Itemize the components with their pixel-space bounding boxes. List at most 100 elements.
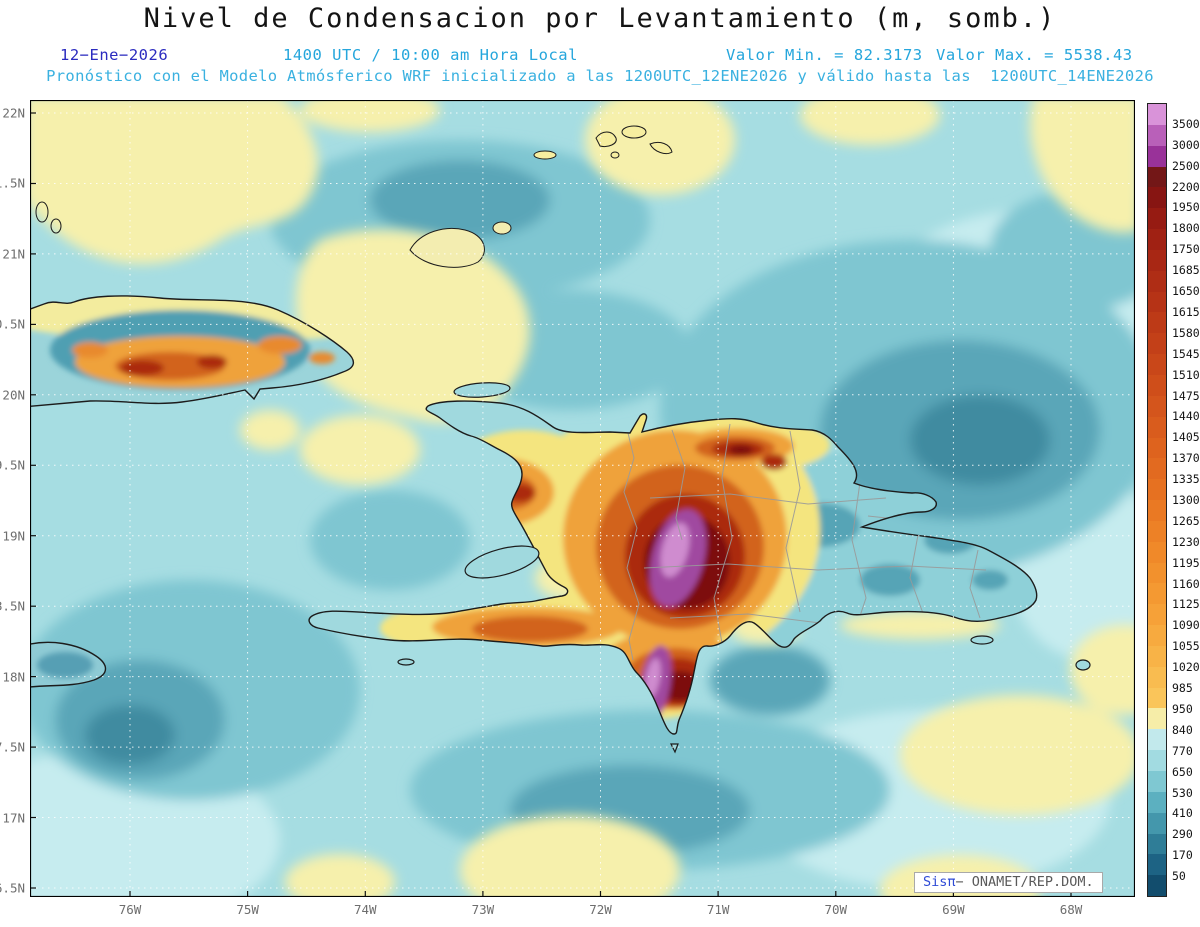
colorbar-segment — [1148, 229, 1166, 250]
colorbar-tick-label: 1090 — [1172, 618, 1200, 633]
colorbar-tick-label: 1615 — [1172, 304, 1200, 319]
colorbar-tick-label: 3000 — [1172, 137, 1200, 152]
lon-tick-label: 74W — [353, 902, 377, 917]
colorbar-tick-label: 290 — [1172, 827, 1193, 842]
colorbar-segment — [1148, 458, 1166, 480]
colorbar-tick-label: 1475 — [1172, 388, 1200, 403]
lon-tick-label: 73W — [471, 902, 495, 917]
colorbar-segment — [1148, 520, 1166, 542]
lon-tick-label: 75W — [236, 902, 259, 917]
colorbar-segment — [1148, 187, 1166, 209]
lat-tick-label: 6.5N — [0, 880, 25, 896]
gonave-island — [464, 545, 540, 579]
jamaica-coastline — [30, 641, 107, 688]
lon-tick-label: 76W — [118, 902, 142, 917]
colorbar-segment — [1148, 625, 1166, 646]
colorbar-tick-label: 3500 — [1172, 116, 1200, 131]
colorbar-segment — [1148, 437, 1166, 459]
colorbar-tick-label: 2200 — [1172, 179, 1200, 194]
colorbar-segment — [1148, 312, 1166, 334]
lon-tick-label: 71W — [706, 902, 730, 917]
colorbar-segment — [1148, 416, 1166, 438]
value-min-label: Valor Min. = 82.3173 — [726, 46, 923, 64]
colorbar-segment — [1148, 583, 1166, 605]
forecast-description: Pronóstico con el Modelo Atmósferico WRF… — [46, 67, 1154, 85]
colorbar-segment — [1148, 771, 1166, 792]
watermark-badge: Sisπ− ONAMET/REP.DOM. — [914, 872, 1103, 893]
colorbar-tick-label: 2500 — [1172, 158, 1200, 173]
colorbar-segment — [1148, 750, 1166, 771]
colorbar-tick-label: 985 — [1172, 681, 1193, 696]
colorbar-segment — [1148, 875, 1166, 897]
colorbar-tick-label: 1950 — [1172, 200, 1200, 215]
colorbar-segment — [1148, 604, 1166, 626]
colorbar-tick-label: 1300 — [1172, 493, 1200, 507]
colorbar-tick-label: 1580 — [1172, 325, 1200, 340]
forecast-date: 12−Ene−2026 — [60, 46, 169, 64]
colorbar-segment — [1148, 104, 1166, 125]
colorbar-tick-label: 1685 — [1172, 263, 1200, 278]
lat-tick-label: 21N — [2, 246, 25, 262]
map-plot-area: Sisπ− ONAMET/REP.DOM. — [30, 100, 1135, 897]
hispaniola-satellite-islands — [397, 382, 1091, 754]
little-inagua-island — [492, 221, 512, 235]
vache-island — [397, 658, 415, 666]
lcl-contour-fills — [380, 401, 1037, 725]
map-frame — [30, 100, 1135, 897]
lat-tick-label: 22N — [2, 105, 25, 121]
colorbar-segment — [1148, 374, 1166, 396]
colorbar-segment — [1148, 270, 1166, 292]
cuba-coastline — [30, 295, 354, 407]
lat-tick-label: 7.5N — [0, 739, 25, 755]
colorbar-segment — [1148, 687, 1166, 709]
colorbar-tick-label: 1265 — [1172, 513, 1200, 528]
colorbar-tick-label: 1230 — [1172, 534, 1200, 549]
value-max-label: Valor Max. = 5538.43 — [936, 46, 1133, 64]
colorbar-segment — [1148, 395, 1166, 417]
page-title: Nivel de Condensacion por Levantamiento … — [143, 3, 1057, 34]
colorbar-tick-label: 1650 — [1172, 284, 1200, 299]
colorbar-segment — [1148, 791, 1166, 813]
tortue-island — [453, 382, 511, 398]
colorbar-segment — [1148, 208, 1166, 230]
colorbar-tick-label: 1750 — [1172, 242, 1200, 257]
lon-tick-label: 68W — [1059, 902, 1083, 917]
watermark-text: − ONAMET/REP.DOM. — [955, 874, 1094, 890]
colorbar-tick-label: 530 — [1172, 785, 1193, 800]
colorbar-segment — [1148, 541, 1166, 563]
colorbar-tick-label: 1440 — [1172, 409, 1200, 424]
colorbar-segment — [1148, 500, 1166, 521]
lat-tick-label: 17N — [2, 810, 25, 826]
lat-tick-label: 19N — [2, 528, 25, 544]
colorbar-tick-label: 770 — [1172, 743, 1193, 758]
watermark-brand: Sisπ — [923, 874, 956, 890]
colorbar-segment — [1148, 333, 1166, 355]
lon-axis: 76W 75W 74W 73W 72W 71W 70W 69W 68W — [30, 899, 1135, 921]
jamaica-landmass — [30, 641, 107, 688]
lon-tick-label: 69W — [942, 902, 965, 917]
forecast-time: 1400 UTC / 10:00 am Hora Local — [283, 46, 578, 64]
great-inagua-island — [409, 227, 485, 268]
lon-tick-label: 70W — [824, 902, 848, 917]
colorbar-tick-label: 840 — [1172, 722, 1193, 737]
lat-tick-label: 9.5N — [0, 457, 25, 473]
colorbar-segment — [1148, 249, 1166, 271]
colorbar-segment — [1148, 479, 1166, 501]
small-islands-north — [35, 125, 673, 268]
colorbar-segment — [1148, 854, 1166, 876]
hispaniola-landmass — [308, 400, 1038, 735]
colorbar-segment — [1148, 729, 1166, 751]
lat-tick-label: 18N — [2, 669, 25, 685]
colorbar-segment — [1148, 833, 1166, 855]
mona-island — [1075, 659, 1091, 671]
colorbar-segment — [1148, 124, 1166, 146]
colorbar-tick-label: 650 — [1172, 764, 1193, 779]
colorbar-segment — [1148, 291, 1166, 313]
lat-tick-label: 8.5N — [0, 598, 25, 614]
colorbar-segment — [1148, 645, 1166, 667]
weather-map-svg — [30, 100, 1135, 897]
colorbar-segment — [1148, 354, 1166, 375]
beata-island — [670, 743, 679, 754]
colorbar-labels: 3500 3000 2500 2200 1950 1800 1750 1685 1650 1615… — [1172, 103, 1200, 897]
